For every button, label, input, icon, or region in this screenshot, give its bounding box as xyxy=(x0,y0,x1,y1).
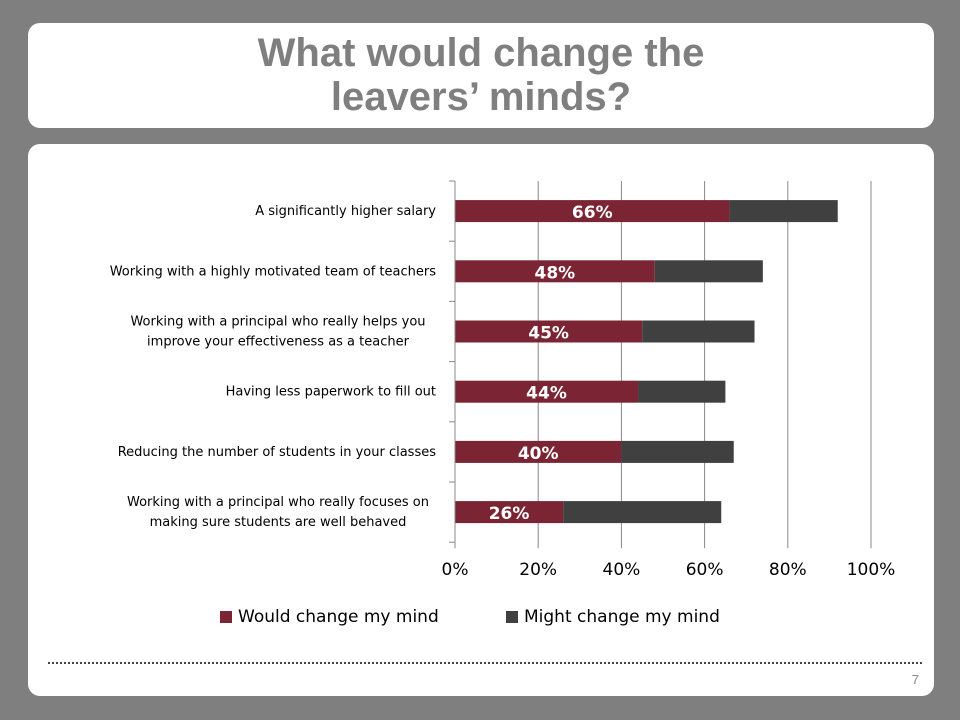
bar-would-change xyxy=(455,440,622,463)
bar-might-change xyxy=(638,380,726,403)
bar-might-change xyxy=(642,320,755,343)
data-label: 26% xyxy=(489,504,530,524)
category-label: Working with a principal who really focu… xyxy=(127,495,429,510)
category-label: Working with a principal who really help… xyxy=(130,315,425,330)
bar-might-change xyxy=(654,260,763,283)
x-tick-label: 40% xyxy=(603,560,641,580)
bar-would-change xyxy=(455,320,643,343)
bar-would-change xyxy=(455,200,730,223)
category-label: Working with a highly motivated team of … xyxy=(110,264,437,279)
bar-might-change xyxy=(563,501,722,524)
category-label: improve your effectiveness as a teacher xyxy=(147,335,410,350)
x-tick-label: 80% xyxy=(769,560,807,580)
data-label: 48% xyxy=(534,263,575,283)
category-label: A significantly higher salary xyxy=(255,204,436,219)
x-tick-label: 20% xyxy=(519,560,557,580)
legend-swatch xyxy=(506,611,518,623)
content-panel: 0% 20% 40% 60% 80% 100% 66% A significantly hig… xyxy=(28,144,934,696)
slide-title-line-2: leavers’ minds? xyxy=(330,75,632,119)
bar-would-change xyxy=(455,380,639,403)
title-panel: What would change the leavers’ minds? xyxy=(28,23,934,128)
data-label: 40% xyxy=(518,444,559,464)
slide-title-line-1: What would change the xyxy=(257,31,705,75)
bar-might-change xyxy=(729,200,838,223)
x-tick-label: 100% xyxy=(847,560,896,580)
bar-would-change xyxy=(455,260,655,283)
legend-label: Might change my mind xyxy=(524,607,720,627)
slide-title: What would change the leavers’ minds? xyxy=(28,31,934,119)
data-label: 45% xyxy=(528,324,569,344)
category-label: Having less paperwork to fill out xyxy=(226,385,436,400)
bar-would-change xyxy=(455,501,564,524)
stacked-bar-chart: 0% 20% 40% 60% 80% 100% 66% A significantly hig… xyxy=(110,180,896,627)
data-label: 44% xyxy=(526,384,567,404)
page-number: 7 xyxy=(911,672,919,687)
x-tick-label: 60% xyxy=(686,560,724,580)
legend-label: Would change my mind xyxy=(238,607,439,627)
dotted-divider xyxy=(48,662,922,664)
data-label: 66% xyxy=(572,203,613,223)
bar-might-change xyxy=(621,440,734,463)
category-label: making sure students are well behaved xyxy=(150,515,407,530)
legend-swatch xyxy=(220,611,232,623)
category-label: Reducing the number of students in your … xyxy=(118,445,437,460)
x-tick-label: 0% xyxy=(442,560,469,580)
